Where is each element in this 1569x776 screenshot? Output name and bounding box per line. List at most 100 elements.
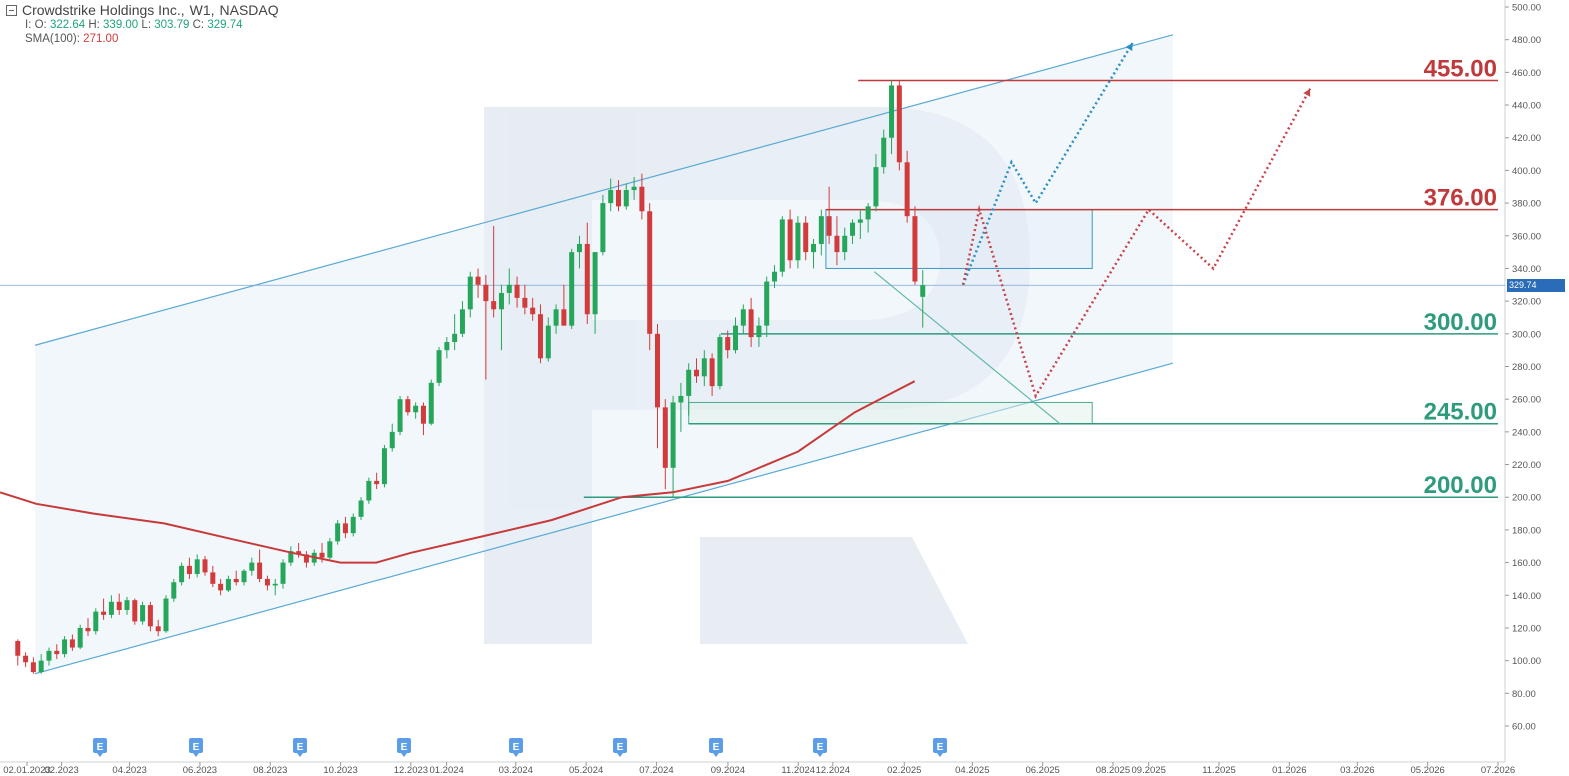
x-tick-label: 10.2023	[323, 765, 357, 776]
candle-up	[506, 268, 512, 305]
candle-body	[678, 395, 684, 403]
earnings-badge-pointer	[513, 753, 519, 757]
candle-body	[366, 480, 372, 501]
earnings-badge-pointer	[617, 753, 623, 757]
candle-body	[576, 243, 582, 253]
candle-body	[405, 399, 411, 413]
candle-up	[272, 578, 278, 596]
y-tick-label: 420.00	[1512, 133, 1541, 144]
candle-body	[93, 611, 99, 632]
candle-up	[686, 363, 692, 416]
candle-down	[296, 542, 302, 558]
candle-body	[701, 358, 707, 377]
resistance-zone	[825, 209, 1093, 269]
earnings-badge-letter: E	[297, 742, 304, 753]
x-tick-label: 03.2026	[1340, 765, 1374, 776]
candle-down	[23, 652, 29, 668]
candle-body	[889, 85, 895, 138]
earnings-badge-letter: E	[937, 742, 944, 753]
y-tick-label: 440.00	[1512, 101, 1541, 112]
candle-body	[920, 285, 926, 297]
level-label-376.00: 376.00	[1424, 185, 1497, 212]
candle-body	[140, 605, 146, 622]
candle-up	[444, 337, 450, 359]
candle-up	[678, 382, 684, 432]
x-tick-label: 05.2024	[569, 765, 603, 776]
candle-body	[498, 292, 504, 310]
x-tick-label: 05.2026	[1411, 765, 1445, 776]
x-tick-label: 02.2023	[44, 765, 78, 776]
candle-down	[537, 304, 543, 364]
y-tick-label: 400.00	[1512, 166, 1541, 177]
candle-body	[38, 660, 44, 673]
candle-body	[553, 309, 559, 326]
candle-body	[787, 219, 793, 261]
candle-up	[163, 595, 169, 633]
candle-down	[514, 276, 520, 308]
candle-body	[694, 369, 700, 377]
x-tick-label: 07.2026	[1481, 765, 1515, 776]
candle-up	[108, 595, 114, 619]
candle-down	[420, 402, 426, 436]
candle-body	[288, 551, 294, 563]
candle-down	[69, 634, 75, 651]
candle-body	[303, 554, 309, 563]
forecast-bullish-path-arrowhead	[1125, 42, 1133, 51]
candle-down	[264, 575, 270, 591]
candle-body	[764, 281, 770, 326]
candle-up	[428, 379, 434, 426]
collapse-legend-icon[interactable]	[6, 4, 17, 16]
candle-down	[639, 173, 645, 220]
candle-down	[483, 274, 489, 380]
candle-body	[584, 243, 590, 315]
candle-down	[116, 593, 122, 615]
candle-body	[249, 562, 255, 571]
candle-body	[904, 162, 910, 217]
y-tick-label: 360.00	[1512, 231, 1541, 242]
candle-up	[467, 271, 473, 318]
candle-down	[787, 209, 793, 269]
candle-body	[116, 601, 122, 610]
candle-down	[662, 399, 668, 490]
candle-body	[865, 206, 871, 220]
candle-body	[30, 662, 36, 673]
candle-up	[779, 216, 785, 277]
candle-body	[615, 190, 621, 207]
candle-body	[241, 570, 247, 583]
candle-down	[709, 353, 715, 396]
candle-down	[654, 324, 660, 449]
y-tick-label: 280.00	[1512, 362, 1541, 373]
y-tick-label: 220.00	[1512, 460, 1541, 471]
symbol-name: Crowdstrike Holdings Inc.,	[22, 2, 185, 18]
candle-body	[623, 190, 629, 207]
y-tick-label: 80.00	[1512, 689, 1536, 700]
candle-down	[30, 657, 36, 674]
candle-body	[662, 407, 668, 468]
candle-up	[920, 270, 926, 328]
candle-body	[381, 448, 387, 485]
candle-up	[576, 235, 582, 269]
candle-body	[413, 405, 419, 413]
earnings-badge-box	[509, 738, 523, 753]
candle-down	[912, 206, 918, 285]
candle-body	[280, 562, 286, 584]
candle-body	[522, 297, 528, 308]
candle-body	[748, 309, 754, 338]
candle-body	[218, 583, 224, 591]
candle-body	[210, 572, 216, 584]
x-tick-label: 12.2024	[816, 765, 850, 776]
earnings-badge-letter: E	[713, 742, 720, 753]
price-levels: 455.00 376.00 300.00 245.00 200.00	[583, 56, 1498, 499]
candle-body	[803, 222, 809, 253]
candle-body	[491, 301, 497, 310]
candle-down	[725, 330, 731, 359]
candle-body	[171, 582, 177, 599]
sma-readout: SMA(100): 271.00	[25, 32, 279, 46]
candle-down	[101, 598, 107, 620]
candle-down	[834, 216, 840, 266]
candle-down	[15, 639, 21, 666]
candle-body	[459, 309, 465, 334]
